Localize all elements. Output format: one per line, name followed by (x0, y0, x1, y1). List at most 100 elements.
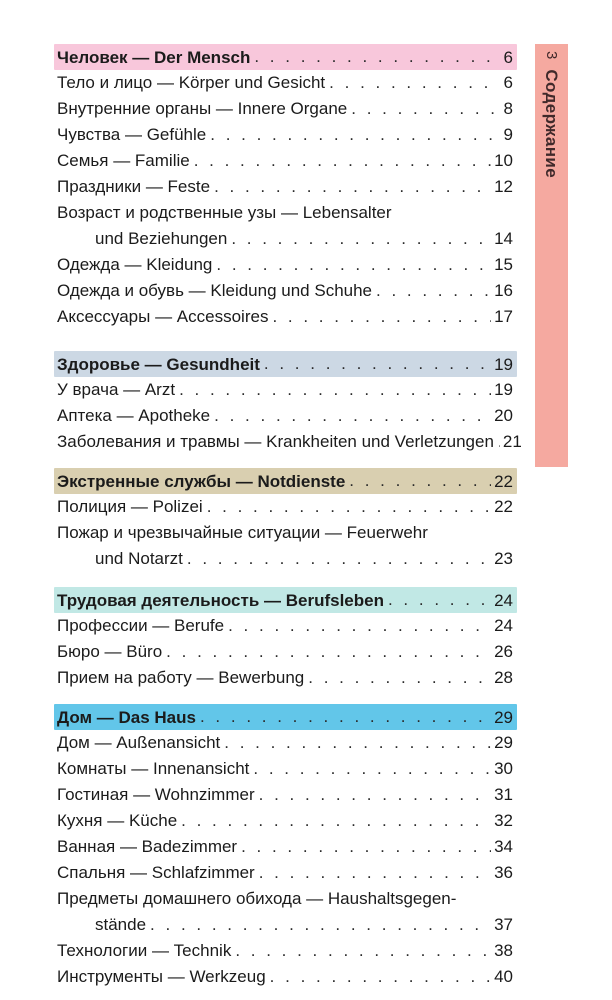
entry-title: Бюро — Büro (57, 642, 163, 661)
dot-leader (146, 912, 491, 938)
section-page-number: 19 (494, 355, 513, 374)
entry-title: Одежда — Kleidung (57, 255, 213, 274)
section-title: Экстренные службы — Notdienste (57, 472, 346, 491)
tab-contents-label: Содержание (542, 69, 562, 179)
entry-page-number: 36 (494, 863, 513, 882)
section-page-number: 29 (494, 708, 513, 727)
entry-title: Чувства — Gefühle (57, 125, 207, 144)
toc-entry: Спальня — Schlafzimmer 36 (57, 860, 513, 886)
toc-entry: Полиция — Polizei 22 (57, 494, 513, 520)
dot-leader (177, 808, 491, 834)
section-page-number: 22 (494, 472, 513, 491)
toc-entry: Прием на работу — Bewerbung 28 (57, 665, 513, 691)
entry-page-number: 12 (494, 177, 513, 196)
dot-leader (175, 377, 491, 403)
dot-leader (260, 351, 491, 377)
toc-section-notdienste: Экстренные службы — Notdienste 22 Полици… (54, 468, 517, 572)
toc-entry: Пожар и чрезвычайные ситуации — Feuerweh… (57, 520, 513, 572)
entry-page-number: 28 (494, 668, 513, 687)
dot-leader (237, 834, 491, 860)
entry-title: Семья — Familie (57, 151, 190, 170)
entry-page-number: 21 (502, 432, 522, 451)
dot-leader (249, 756, 491, 782)
entry-title: Полиция — Polizei (57, 497, 203, 516)
dot-leader (347, 96, 496, 122)
entry-title: Заболевания и травмы — Krankheiten und V… (57, 432, 494, 451)
entry-page-number: 23 (494, 549, 513, 568)
entry-title: Тело и лицо — Körper und Gesicht (57, 73, 326, 92)
dot-leader (255, 860, 491, 886)
dot-leader (227, 226, 491, 252)
entry-title: Инструменты — Werkzeug (57, 967, 266, 986)
toc-entry: Комнаты — Innenansicht 30 (57, 756, 513, 782)
entry-page-number: 26 (494, 642, 513, 661)
dot-leader (183, 546, 491, 572)
section-title: Трудовая деятельность — Berufsleben (57, 591, 384, 610)
section-title: Человек — Der Mensch (57, 48, 251, 67)
dot-leader (162, 639, 491, 665)
entry-title: Комнаты — Innenansicht (57, 759, 250, 778)
section-header: Дом — Das Haus 29 (54, 704, 517, 730)
toc-entry: Одежда — Kleidung 15 (57, 252, 513, 278)
entry-title-line1: Пожар и чрезвычайные ситуации — Feuerweh… (57, 523, 428, 542)
toc-entry: Внутренние органы — Innere Organe 8 (57, 96, 513, 122)
dot-leader (220, 730, 491, 756)
entry-title-line2: und Notarzt (95, 549, 183, 568)
entry-title: Аптека — Apotheke (57, 406, 211, 425)
entry-title: Гостиная — Wohnzimmer (57, 785, 255, 804)
entry-page-number: 32 (494, 811, 513, 830)
dot-leader (372, 278, 491, 304)
contents-tab-rotated-text: 3 Содержание (535, 44, 568, 467)
entry-title: Технологии — Technik (57, 941, 232, 960)
dot-leader (266, 964, 491, 990)
entry-title: Праздники — Feste (57, 177, 211, 196)
dot-leader (210, 403, 491, 429)
toc-entry: Предметы домашнего обихода — Haushaltsge… (57, 886, 513, 938)
entry-title: Ванная — Badezimmer (57, 837, 238, 856)
entry-page-number: 22 (494, 497, 513, 516)
toc-entry: Гостиная — Wohnzimmer 31 (57, 782, 513, 808)
entry-title: Одежда и обувь — Kleidung und Schuhe (57, 281, 373, 300)
entry-page-number: 34 (494, 837, 513, 856)
tab-page-number: 3 (543, 51, 560, 60)
dot-leader (384, 587, 491, 613)
toc-entry: Возраст и родственные узы — Lebensalter … (57, 200, 513, 252)
dot-leader (206, 122, 496, 148)
section-header: Человек — Der Mensch 6 (54, 44, 517, 70)
dot-leader (203, 494, 491, 520)
toc-entry: Ванная — Badezimmer 34 (57, 834, 513, 860)
entry-page-number: 19 (494, 380, 513, 399)
dot-leader (325, 70, 496, 96)
dot-leader (250, 44, 496, 70)
entry-page-number: 9 (503, 125, 513, 144)
entry-title: У врача — Arzt (57, 380, 176, 399)
toc-section-das-haus: Дом — Das Haus 29 Дом — Außenansicht 29 … (54, 704, 517, 990)
entry-page-number: 40 (494, 967, 513, 986)
dot-leader (212, 252, 491, 278)
entry-title: Спальня — Schlafzimmer (57, 863, 255, 882)
toc-entry: Профессии — Berufe 24 (57, 613, 513, 639)
entry-page-number: 17 (494, 307, 513, 326)
dot-leader (255, 782, 491, 808)
entry-title: Кухня — Küche (57, 811, 178, 830)
toc-entry: Праздники — Feste 12 (57, 174, 513, 200)
section-page-number: 24 (494, 591, 513, 610)
table-of-contents: Человек — Der Mensch 6 Тело и лицо — Kör… (54, 44, 522, 990)
section-title: Дом — Das Haus (57, 708, 196, 727)
dot-leader (304, 665, 491, 691)
dot-leader (190, 148, 491, 174)
toc-entry: Чувства — Gefühle 9 (57, 122, 513, 148)
entry-page-number: 15 (494, 255, 513, 274)
toc-entry: Кухня — Küche 32 (57, 808, 513, 834)
toc-entry: Одежда и обувь — Kleidung und Schuhe 16 (57, 278, 513, 304)
entry-title-line2: stände (95, 915, 147, 934)
toc-entry: Семья — Familie 10 (57, 148, 513, 174)
entry-title: Прием на работу — Bewerbung (57, 668, 305, 687)
dot-leader (345, 468, 491, 494)
dot-leader (224, 613, 491, 639)
dot-leader (268, 304, 491, 330)
contents-edge-tab: 3 Содержание (535, 44, 568, 467)
toc-entry: Заболевания и травмы — Krankheiten und V… (57, 429, 522, 455)
entry-title-line2: und Beziehungen (95, 229, 228, 248)
toc-entry: Технологии — Technik 38 (57, 938, 513, 964)
